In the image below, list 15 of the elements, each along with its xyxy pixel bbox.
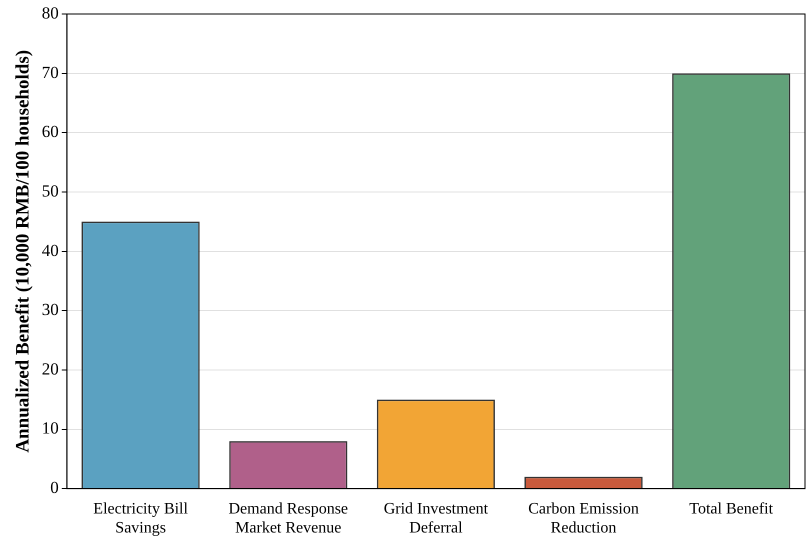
- y-tick-label: 70: [42, 62, 59, 82]
- y-tick-label: 40: [42, 240, 59, 260]
- y-tick-label: 0: [50, 478, 59, 498]
- y-tick-label: 20: [42, 359, 59, 378]
- y-tick-label: 60: [42, 122, 59, 142]
- x-tick-label: Electricity Bill Savings: [93, 500, 188, 537]
- y-axis-title: Annualized Benefit (10,000 RMB/100 households): [12, 50, 34, 453]
- y-tick-label: 50: [42, 181, 59, 200]
- y-tick-label: 80: [42, 3, 59, 22]
- x-tick-label: Carbon Emission Reduction: [528, 500, 639, 537]
- x-tick-label: Total Benefit: [689, 500, 774, 518]
- y-tick-label: 30: [42, 300, 59, 320]
- x-tick-label: Grid Investment Deferral: [384, 500, 489, 537]
- y-tick-label: 10: [42, 418, 59, 438]
- x-tick-label: Demand Response Market Revenue: [228, 500, 348, 537]
